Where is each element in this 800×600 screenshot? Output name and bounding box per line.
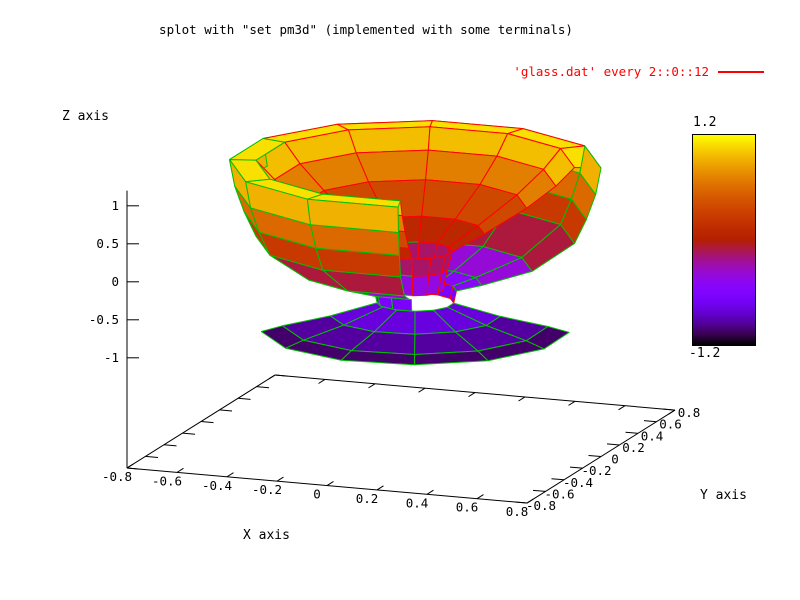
x-axis-title: X axis — [243, 528, 290, 543]
svg-text:0.6: 0.6 — [659, 417, 682, 432]
svg-text:0.5: 0.5 — [96, 236, 119, 251]
svg-text:1: 1 — [111, 198, 119, 213]
colorbar-max-label: 1.2 — [693, 115, 717, 130]
svg-text:0.6: 0.6 — [456, 500, 479, 515]
svg-text:-0.8: -0.8 — [526, 498, 556, 513]
svg-text:0.2: 0.2 — [622, 440, 645, 455]
svg-text:-0.5: -0.5 — [89, 312, 119, 327]
svg-text:0: 0 — [313, 487, 321, 502]
y-axis-title: Y axis — [700, 488, 747, 503]
legend-label: 'glass.dat' every 2::0::12 — [513, 64, 709, 79]
svg-text:0.4: 0.4 — [406, 495, 429, 510]
svg-text:0.4: 0.4 — [641, 428, 664, 443]
svg-text:-0.8: -0.8 — [102, 469, 132, 484]
svg-text:0.8: 0.8 — [506, 504, 529, 519]
svg-text:-0.6: -0.6 — [544, 486, 574, 501]
colorbar-gradient — [692, 134, 756, 346]
svg-text:0: 0 — [111, 274, 119, 289]
svg-text:-0.6: -0.6 — [152, 473, 182, 488]
svg-text:0.2: 0.2 — [356, 491, 379, 506]
svg-text:-0.2: -0.2 — [252, 482, 282, 497]
colorbar-min-label: -1.2 — [689, 346, 721, 361]
svg-text:-0.4: -0.4 — [563, 475, 593, 490]
svg-text:0: 0 — [611, 452, 619, 467]
z-axis-title: Z axis — [62, 109, 109, 124]
legend: 'glass.dat' every 2::0::12 — [513, 64, 764, 79]
svg-text:-1: -1 — [104, 350, 119, 365]
svg-text:-0.4: -0.4 — [202, 478, 232, 493]
legend-line-sample — [718, 70, 764, 73]
svg-text:0.8: 0.8 — [678, 405, 701, 420]
svg-text:-0.2: -0.2 — [581, 463, 611, 478]
chart-title: splot with "set pm3d" (implemented with … — [159, 22, 573, 37]
